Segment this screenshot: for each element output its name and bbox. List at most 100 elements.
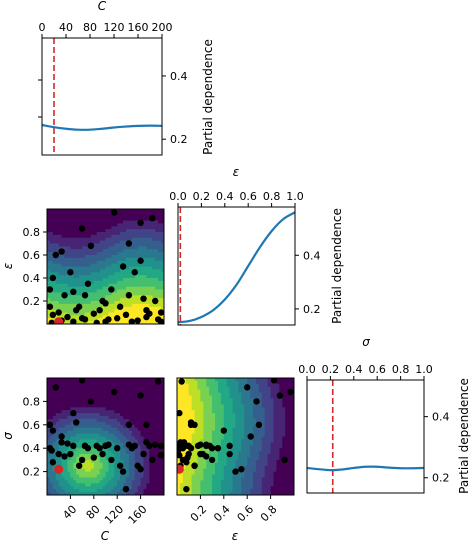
contour-sigma-epsilon-cell (194, 401, 199, 405)
contour-sigma-c-cell (47, 433, 51, 438)
contour-sigma-epsilon-cell (250, 451, 254, 455)
contour-sigma-epsilon-cell (267, 386, 272, 391)
contour-sigma-c-cell (58, 427, 63, 432)
contour-sigma-epsilon-cell (279, 445, 283, 449)
contour-epsilon-c-sample-point (131, 269, 138, 276)
contour-sigma-epsilon-cell (194, 404, 199, 408)
contour-sigma-epsilon-cell (255, 459, 260, 464)
contour-sigma-epsilon-cell (206, 424, 210, 429)
contour-sigma-epsilon-cell (226, 439, 231, 443)
contour-epsilon-c-cell (111, 226, 115, 230)
contour-sigma-epsilon-cell (188, 433, 193, 438)
contour-epsilon-c-cell (82, 234, 86, 239)
contour-sigma-c-cell (155, 456, 159, 461)
contour-epsilon-c-cell (96, 209, 101, 213)
contour-epsilon-c-cell (47, 295, 51, 299)
contour-epsilon-c-cell (67, 283, 71, 288)
contour-sigma-c-cell (137, 459, 142, 464)
contour-sigma-epsilon-cell (285, 439, 289, 443)
contour-epsilon-c-cell (93, 286, 98, 291)
contour-epsilon-c-cell (87, 217, 92, 222)
contour-epsilon-c-cell (131, 232, 136, 236)
contour-sigma-c-cell (90, 421, 95, 426)
contour-sigma-epsilon-cell (276, 407, 280, 411)
contour-epsilon-c-cell (47, 234, 51, 239)
contour-sigma-epsilon-cell (264, 392, 269, 397)
contour-epsilon-c-cell (70, 286, 74, 291)
contour-epsilon-c-cell (61, 283, 66, 288)
contour-epsilon-c-cell (120, 269, 124, 273)
contour-sigma-epsilon-cell (279, 465, 283, 470)
contour-sigma-c-cell (128, 477, 133, 481)
contour-sigma-c-cell (67, 421, 71, 426)
contour-sigma-c-cell (114, 421, 118, 426)
contour-sigma-c-cell (140, 427, 145, 432)
contour-epsilon-c-cell (96, 318, 101, 322)
contour-epsilon-c-cell (61, 272, 66, 276)
contour-epsilon-c-cell (61, 266, 66, 270)
contour-sigma-c-cell (128, 439, 133, 443)
contour-sigma-epsilon-cell (212, 404, 216, 408)
contour-epsilon-c-cell (47, 220, 51, 224)
contour-epsilon-c-cell (52, 266, 57, 270)
contour-sigma-epsilon-cell (194, 480, 199, 484)
contour-epsilon-c-cell (87, 226, 92, 230)
contour-sigma-c-cell (146, 492, 150, 495)
contour-epsilon-c-cell (105, 269, 110, 273)
contour-epsilon-c-cell (140, 318, 145, 322)
contour-sigma-epsilon-cell (229, 465, 234, 470)
contour-sigma-c-cell (76, 489, 80, 493)
contour-sigma-c-cell (49, 489, 54, 493)
contour-epsilon-c-cell (85, 301, 89, 305)
contour-epsilon-c-cell (105, 209, 110, 213)
contour-sigma-epsilon-cell (238, 378, 242, 382)
contour-sigma-c-cell (134, 451, 139, 455)
contour-sigma-c-cell (70, 395, 74, 400)
contour-sigma-c-sample-point (70, 442, 77, 450)
contour-sigma-epsilon-cell (273, 436, 278, 441)
contour-sigma-epsilon-cell (220, 459, 225, 464)
contour-sigma-epsilon-cell (179, 418, 184, 423)
contour-sigma-epsilon-cell (232, 483, 237, 487)
contour-sigma-c-cell (49, 383, 54, 388)
contour-sigma-epsilon-cell (276, 383, 280, 388)
contour-epsilon-c-cell (82, 286, 86, 291)
contour-epsilon-c-cell (123, 298, 127, 302)
contour-epsilon-c-cell (120, 312, 124, 316)
contour-sigma-epsilon-cell (232, 410, 237, 414)
contour-sigma-c-cell (131, 395, 136, 400)
contour-sigma-epsilon-cell (197, 433, 201, 438)
contour-sigma-c-cell (70, 427, 74, 432)
contour-sigma-epsilon-cell (197, 395, 201, 400)
contour-sigma-c-cell (123, 477, 127, 481)
contour-sigma-epsilon-cell (241, 383, 245, 388)
contour-sigma-epsilon-cell (200, 380, 204, 385)
contour-epsilon-c-cell (146, 292, 150, 296)
contour-sigma-c-cell (125, 448, 130, 452)
contour-sigma-epsilon-cell (191, 442, 196, 446)
contour-epsilon-c-cell (105, 232, 110, 236)
contour-sigma-c-cell (96, 424, 101, 429)
contour-sigma-epsilon-cell (258, 410, 263, 414)
contour-epsilon-c-cell (137, 209, 142, 213)
contour-epsilon-c-cell (128, 223, 133, 227)
contour-sigma-c-cell (149, 477, 153, 481)
contour-epsilon-c-cell (76, 278, 80, 282)
contour-epsilon-c-cell (102, 295, 107, 299)
contour-sigma-c-cell (158, 459, 162, 464)
contour-sigma-epsilon-cell (220, 410, 225, 414)
contour-sigma-c-cell (87, 418, 92, 423)
contour-sigma-epsilon-cell (177, 421, 181, 426)
contour-sigma-c-cell (82, 477, 86, 481)
contour-epsilon-c-cell (93, 289, 98, 293)
contour-sigma-c-cell (76, 474, 80, 479)
contour-sigma-c-cell (58, 477, 63, 481)
contour-sigma-epsilon-cell (270, 483, 275, 487)
contour-sigma-epsilon-cell (223, 383, 228, 388)
contour-sigma-c-cell (73, 468, 77, 473)
contour-epsilon-c-cell (58, 223, 63, 227)
contour-epsilon-c-cell (114, 249, 118, 253)
contour-sigma-c-cell (76, 395, 80, 400)
contour-sigma-epsilon-cell (223, 483, 228, 487)
contour-epsilon-c-cell (76, 223, 80, 227)
